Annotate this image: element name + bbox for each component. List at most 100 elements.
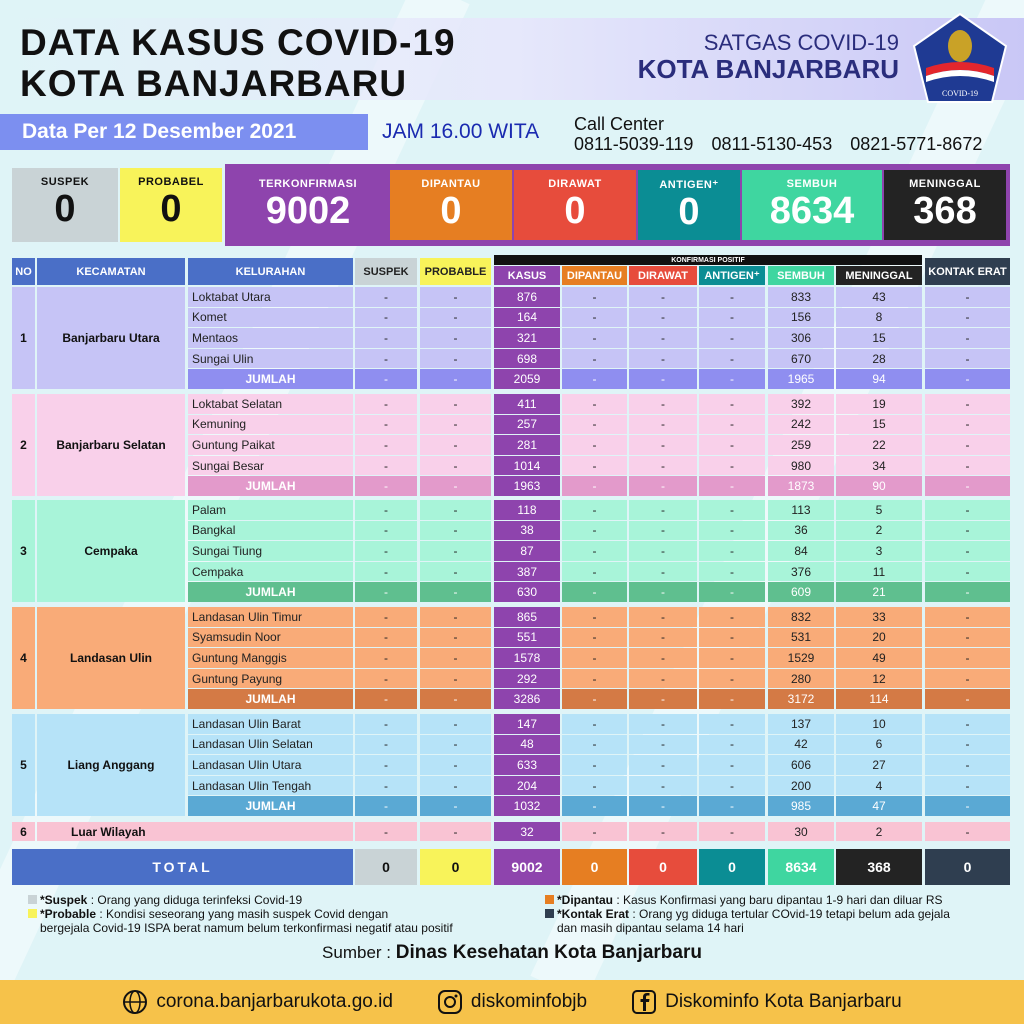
stat-terkonfirmasi: TERKONFIRMASI 9002 (228, 170, 388, 240)
table-cell: 48 (494, 734, 560, 755)
stat-label: SUSPEK (40, 176, 90, 188)
table-cell: - (699, 328, 765, 348)
stat-value: 0 (678, 191, 700, 233)
column-header: KECAMATAN (37, 258, 185, 285)
column-header: KASUS (494, 266, 560, 285)
table-cell: - (629, 561, 697, 582)
table-cell: - (420, 734, 491, 755)
table-cell: 280 (768, 668, 834, 689)
table-cell: 12 (836, 668, 922, 689)
table-cell: - (629, 582, 697, 602)
kelurahan-name: Cempaka (188, 561, 353, 582)
row-number: 4 (12, 607, 35, 709)
stat-label: DIPANTAU (421, 178, 481, 190)
table-cell: - (420, 775, 491, 796)
table-cell: 865 (494, 607, 560, 627)
table-cell: 242 (768, 414, 834, 435)
table-cell: 2 (836, 822, 922, 841)
table-cell: 2059 (494, 369, 560, 389)
table-cell: 2 (836, 520, 922, 541)
total-cell: 0 (355, 849, 417, 885)
subtotal-label: JUMLAH (188, 689, 353, 709)
table-cell: - (355, 607, 417, 627)
table-cell: - (925, 455, 1010, 476)
table-cell: - (562, 455, 627, 476)
column-header: KELURAHAN (188, 258, 353, 285)
table-cell: 38 (494, 520, 560, 541)
subtotal-label: JUMLAH (188, 369, 353, 389)
kelurahan-name: Sungai Besar (188, 455, 353, 476)
table-cell: - (355, 689, 417, 709)
table-cell: - (629, 775, 697, 796)
table-cell: - (420, 348, 491, 369)
table-cell: - (420, 607, 491, 627)
table-cell: - (699, 714, 765, 734)
facebook-icon (632, 990, 657, 1014)
table-cell: - (562, 476, 627, 496)
table-cell: 200 (768, 775, 834, 796)
kelurahan-name: Syamsudin Noor (188, 627, 353, 648)
kelurahan-name: Landasan Ulin Timur (188, 607, 353, 627)
total-cell: 368 (836, 849, 922, 885)
table-cell: - (925, 500, 1010, 520)
kelurahan-name: Landasan Ulin Utara (188, 755, 353, 775)
table-cell: - (420, 476, 491, 496)
kelurahan-name: Landasan Ulin Barat (188, 714, 353, 734)
kecamatan-name: Banjarbaru Selatan (37, 394, 185, 496)
table-cell: - (699, 648, 765, 668)
table-cell: - (925, 394, 1010, 414)
table-cell: 137 (768, 714, 834, 734)
table-cell: 257 (494, 414, 560, 435)
table-cell: - (699, 734, 765, 755)
table-cell: 47 (836, 796, 922, 816)
table-cell: 8 (836, 307, 922, 328)
website-link[interactable]: corona.banjarbarukota.go.id (156, 991, 393, 1012)
table-cell: - (562, 348, 627, 369)
table-cell: 28 (836, 348, 922, 369)
stat-suspek: SUSPEK 0 (12, 168, 118, 242)
table-cell: 609 (768, 582, 834, 602)
table-cell: - (355, 414, 417, 435)
table-cell: - (629, 822, 697, 841)
kelurahan-name: Guntung Paikat (188, 435, 353, 455)
phone-number: 0821-5771-8672 (850, 134, 983, 154)
table-cell: 4 (836, 775, 922, 796)
table-cell: - (925, 714, 1010, 734)
table-cell: 94 (836, 369, 922, 389)
kecamatan-name: Liang Anggang (37, 714, 185, 816)
stat-antigen: ANTIGEN⁺ 0 (638, 170, 740, 240)
table-cell: 411 (494, 394, 560, 414)
column-header: ANTIGEN⁺ (699, 266, 765, 285)
table-cell: 3 (836, 541, 922, 561)
table-cell: 15 (836, 414, 922, 435)
table-cell: - (355, 287, 417, 307)
table-cell: - (629, 734, 697, 755)
table-cell: 980 (768, 455, 834, 476)
table-cell: - (420, 520, 491, 541)
table-cell: - (699, 689, 765, 709)
table-cell: - (562, 607, 627, 627)
table-cell: 147 (494, 714, 560, 734)
table-cell: - (562, 287, 627, 307)
table-cell: - (420, 668, 491, 689)
instagram-link[interactable]: diskominfobjb (470, 991, 588, 1012)
instagram-icon (437, 990, 462, 1014)
row-number: 3 (12, 500, 35, 602)
stat-value: 0 (54, 188, 76, 230)
svg-text:COVID-19: COVID-19 (942, 89, 978, 98)
table-cell: 1032 (494, 796, 560, 816)
table-cell: - (355, 627, 417, 648)
column-header: KONTAK ERAT (925, 258, 1010, 285)
table-cell: - (699, 455, 765, 476)
subtotal-label: JUMLAH (188, 476, 353, 496)
facebook-link[interactable]: Diskominfo Kota Banjarbaru (665, 991, 902, 1012)
table-cell: - (420, 582, 491, 602)
table-cell: - (562, 500, 627, 520)
kecamatan-name: Cempaka (37, 500, 185, 602)
table-cell: - (699, 476, 765, 496)
stat-label: DIRAWAT (548, 178, 602, 190)
table-cell: - (629, 689, 697, 709)
table-cell: - (420, 714, 491, 734)
table-cell: - (925, 328, 1010, 348)
table-cell: - (355, 394, 417, 414)
